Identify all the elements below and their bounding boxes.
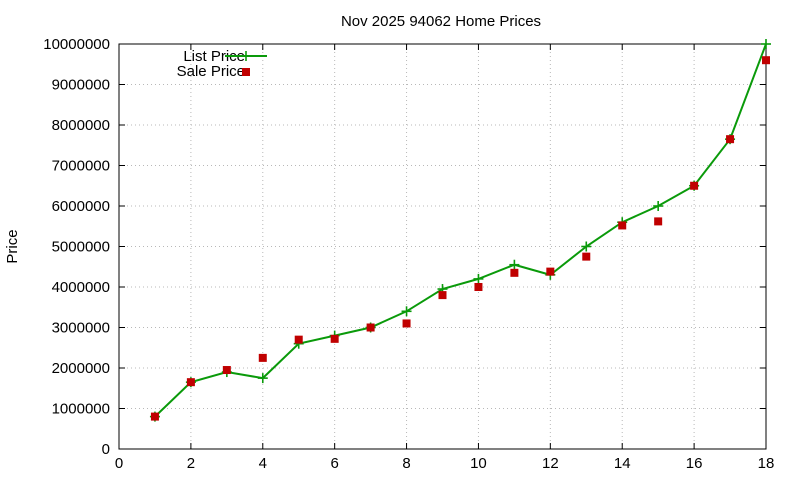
sale-price-point (222, 366, 231, 375)
sale-price-point (510, 268, 519, 277)
y-tick-label: 2000000 (52, 360, 110, 377)
y-tick-label: 9000000 (52, 77, 110, 94)
sale-price-point (654, 217, 663, 226)
x-tick-label: 16 (686, 455, 703, 472)
x-tick-label: 18 (758, 455, 775, 472)
y-tick-label: 5000000 (52, 239, 110, 256)
y-axis-label: Price (4, 229, 21, 263)
list-price-point (653, 201, 664, 211)
y-tick-label: 8000000 (52, 117, 110, 134)
x-tick-label: 12 (542, 455, 559, 472)
sale-price-point (330, 334, 339, 343)
y-tick-label: 0 (102, 441, 110, 458)
sale-price-point (402, 319, 411, 328)
legend-keys (225, 51, 267, 76)
series-layer (149, 39, 771, 422)
sale-price-point (438, 291, 447, 300)
list-price-point (401, 306, 412, 317)
x-axis-tick-labels: 0 2 4 6 8 10 12 14 16 18 (115, 455, 775, 472)
sale-price-point (726, 135, 735, 144)
sale-price-point (474, 283, 483, 291)
list-price-line (154, 43, 767, 418)
sale-price-point (582, 252, 591, 261)
sale-price-point (546, 267, 555, 276)
y-tick-label: 7000000 (52, 158, 110, 175)
chart-title: Nov 2025 94062 Home Prices (341, 13, 541, 30)
x-tick-label: 8 (402, 455, 410, 472)
sale-price-point (618, 221, 627, 230)
list-price-point (761, 39, 771, 49)
sale-price-point (294, 335, 303, 344)
y-axis-tick-labels: 0 1000000 2000000 3000000 4000000 5000000 6000… (43, 36, 110, 458)
list-price-point (257, 373, 268, 384)
x-tick-label: 4 (259, 455, 267, 472)
sale-price-point (258, 353, 267, 362)
x-tick-label: 6 (330, 455, 338, 472)
x-tick-label: 0 (115, 455, 123, 472)
legend-key-sale-price-square (242, 68, 250, 76)
list-price-point (473, 273, 484, 284)
sale-price-point (690, 181, 699, 190)
list-price-point (509, 259, 520, 270)
sale-price-point (366, 323, 375, 332)
legend: List Price Sale Price (177, 48, 267, 80)
list-price-point (581, 241, 592, 252)
sale-price-point (186, 378, 195, 387)
y-tick-label: 10000000 (43, 36, 110, 53)
x-tick-label: 14 (614, 455, 631, 472)
sale-price-point (762, 56, 770, 65)
y-tick-label: 1000000 (52, 401, 110, 418)
axis-ticks (118, 43, 767, 450)
y-tick-label: 3000000 (52, 320, 110, 337)
x-tick-label: 10 (470, 455, 487, 472)
x-tick-label: 2 (187, 455, 195, 472)
sale-price-point (150, 412, 159, 421)
y-tick-label: 4000000 (52, 279, 110, 296)
legend-label-sale-price: Sale Price (177, 63, 245, 80)
plot-frame (118, 43, 767, 450)
grid-lines (119, 44, 766, 449)
y-tick-label: 6000000 (52, 198, 110, 215)
legend-label-list-price: List Price (183, 48, 245, 65)
